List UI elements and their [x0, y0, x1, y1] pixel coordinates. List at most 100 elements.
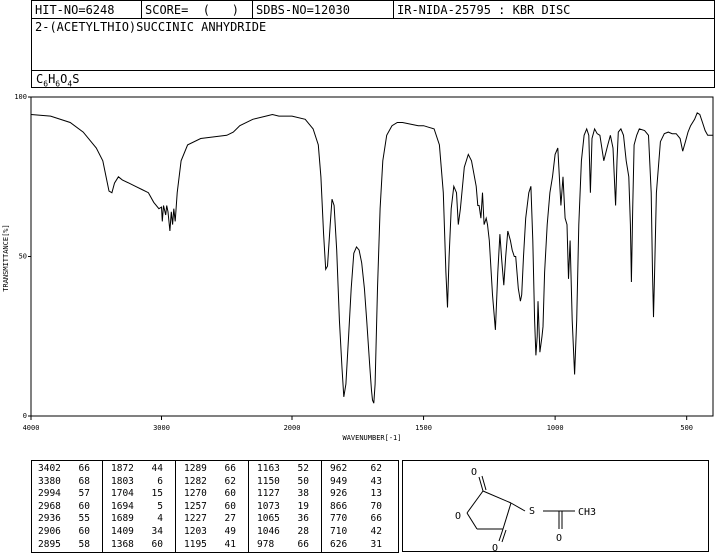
molecule-structure: O O O S O CH3 [455, 467, 596, 554]
oxygen-label: O [556, 533, 562, 544]
peak-wavenumber: 2906 [38, 526, 61, 537]
y-axis-label: TRANSMITTANCE[%] [2, 224, 10, 291]
peak-transmittance: 66 [224, 463, 236, 474]
peak-column-divider [248, 461, 249, 552]
peak-transmittance: 58 [78, 538, 90, 550]
peak-transmittance: 66 [78, 463, 90, 474]
peak-transmittance: 68 [78, 475, 90, 487]
peak-wavenumber: 3380 [38, 475, 61, 487]
peak-transmittance: 66 [297, 538, 309, 550]
oxygen-label: O [471, 467, 477, 478]
peak-wavenumber: 866 [330, 500, 348, 512]
peak-transmittance: 57 [78, 488, 90, 500]
peak-transmittance: 60 [78, 500, 90, 512]
peak-wavenumber: 1704 [111, 488, 134, 500]
ir-identifier: IR-NIDA-25795 : KBR DISC [397, 3, 571, 17]
peak-transmittance: 60 [224, 500, 236, 512]
peak-transmittance: 36 [297, 513, 309, 525]
peak-wavenumber: 949 [330, 475, 348, 487]
peak-wavenumber: 1282 [184, 475, 207, 487]
header-divider [141, 1, 142, 19]
peak-wavenumber: 978 [257, 538, 275, 550]
structure-bonds [466, 475, 575, 543]
sdbs-number: SDBS-NO=12030 [256, 3, 350, 17]
chart-axes [30, 96, 714, 417]
oxygen-label: O [492, 543, 498, 551]
peak-column-divider [102, 461, 103, 552]
peak-transmittance: 41 [224, 538, 236, 550]
info-divider [32, 70, 714, 71]
peak-transmittance: 34 [151, 526, 163, 537]
peak-wavenumber: 770 [330, 513, 348, 525]
peak-column-divider [321, 461, 322, 552]
peak-transmittance: 15 [151, 488, 163, 500]
header-bar: HIT-NO=6248 SCORE= ( ) SDBS-NO=12030 IR-… [31, 0, 715, 19]
peak-transmittance: 50 [297, 475, 309, 487]
molecular-formula: C6H6O4S [36, 72, 80, 89]
peak-table: 3402 66 3380 68 2994 57 2968 60 2936 55 2906 60 2895… [31, 460, 399, 553]
peak-wavenumber: 1227 [184, 513, 207, 525]
bond [482, 490, 512, 504]
peak-transmittance: 42 [370, 526, 382, 537]
peak-wavenumber: 1163 [257, 463, 280, 474]
peak-wavenumber: 1065 [257, 513, 280, 525]
peak-wavenumber: 3402 [38, 463, 61, 474]
peak-wavenumber: 926 [330, 488, 348, 500]
x-axis-label: WAVENUMBER[-1] [342, 434, 401, 442]
peak-transmittance: 66 [370, 513, 382, 525]
compound-info-box: 2-(ACETYLTHIO)SUCCINIC ANHYDRIDE C6H6O4S [31, 18, 715, 88]
bond [510, 502, 526, 512]
peak-transmittance: 60 [78, 526, 90, 537]
peak-wavenumber: 1257 [184, 500, 207, 512]
bond [498, 528, 504, 542]
peak-transmittance: 27 [224, 513, 236, 525]
peak-wavenumber: 1694 [111, 500, 134, 512]
peak-wavenumber: 2936 [38, 513, 61, 525]
bond [501, 529, 507, 543]
bond [478, 476, 484, 492]
y-tick-label: 50 [19, 253, 27, 261]
peak-transmittance: 13 [370, 488, 382, 500]
peak-wavenumber: 1195 [184, 538, 207, 550]
header-divider [252, 1, 253, 19]
peak-wavenumber: 2895 [38, 538, 61, 550]
bond [466, 512, 478, 530]
bond [502, 502, 512, 530]
peak-wavenumber: 2968 [38, 500, 61, 512]
peak-transmittance: 4 [157, 513, 163, 525]
hit-number: HIT-NO=6248 [35, 3, 115, 17]
methyl-label: CH3 [578, 507, 596, 518]
peak-wavenumber: 1689 [111, 513, 134, 525]
peak-wavenumber: 1289 [184, 463, 207, 474]
peak-wavenumber: 1270 [184, 488, 207, 500]
peak-transmittance: 52 [297, 463, 309, 474]
peak-wavenumber: 1127 [257, 488, 280, 500]
x-tick-label: 2000 [284, 424, 301, 432]
peak-wavenumber: 1872 [111, 463, 134, 474]
peak-transmittance: 6 [157, 475, 163, 487]
spectrum-line [30, 112, 713, 404]
peak-transmittance: 62 [370, 463, 382, 474]
peak-wavenumber: 1803 [111, 475, 134, 487]
peak-transmittance: 19 [297, 500, 309, 512]
peak-column-divider [175, 461, 176, 552]
x-tick-label: 1500 [415, 424, 432, 432]
peak-wavenumber: 710 [330, 526, 348, 537]
peak-transmittance: 31 [370, 538, 382, 550]
peak-transmittance: 49 [224, 526, 236, 537]
peak-wavenumber: 1150 [257, 475, 280, 487]
header-divider [393, 1, 394, 19]
peak-transmittance: 44 [151, 463, 163, 474]
peak-wavenumber: 1368 [111, 538, 134, 550]
peak-transmittance: 38 [297, 488, 309, 500]
peak-wavenumber: 626 [330, 538, 348, 550]
bond [481, 475, 487, 491]
x-tick-label: 1000 [547, 424, 564, 432]
score: SCORE= ( ) [145, 3, 239, 17]
plot-frame [30, 96, 714, 417]
peak-transmittance: 60 [151, 538, 163, 550]
peak-transmittance: 55 [78, 513, 90, 525]
oxygen-label: O [455, 511, 461, 522]
peak-wavenumber: 2994 [38, 488, 61, 500]
x-tick-label: 3000 [153, 424, 170, 432]
